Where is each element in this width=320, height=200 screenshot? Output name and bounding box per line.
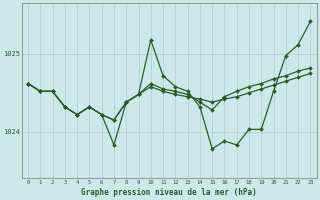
X-axis label: Graphe pression niveau de la mer (hPa): Graphe pression niveau de la mer (hPa) <box>81 188 257 197</box>
